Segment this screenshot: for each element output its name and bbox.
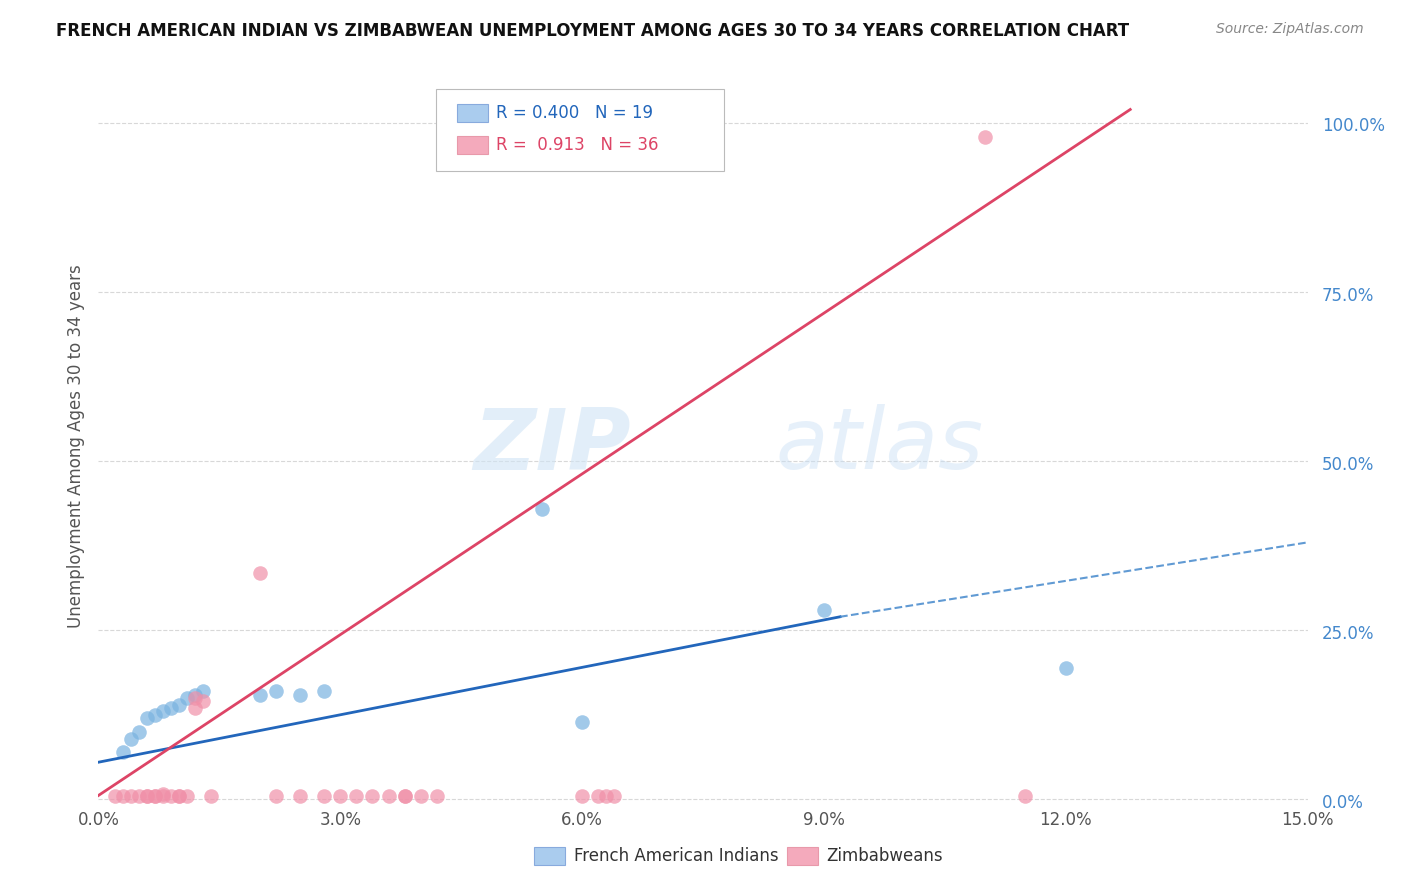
Point	[288, 688, 311, 702]
Point	[426, 789, 449, 803]
Point	[193, 694, 215, 708]
Point	[288, 789, 311, 803]
Point	[264, 789, 287, 803]
Point	[595, 789, 617, 803]
Y-axis label: Unemployment Among Ages 30 to 34 years: Unemployment Among Ages 30 to 34 years	[66, 264, 84, 628]
Point	[143, 789, 166, 803]
Point	[249, 688, 271, 702]
Point	[128, 724, 150, 739]
Point	[135, 711, 157, 725]
Point	[167, 698, 190, 712]
Point	[160, 789, 183, 803]
Point	[314, 789, 336, 803]
Point	[603, 789, 626, 803]
Text: atlas: atlas	[776, 404, 984, 488]
Point	[409, 789, 432, 803]
Point	[249, 566, 271, 580]
Point	[111, 745, 134, 759]
Text: Source: ZipAtlas.com: Source: ZipAtlas.com	[1216, 22, 1364, 37]
Point	[1014, 789, 1036, 803]
Point	[111, 789, 134, 803]
Point	[135, 789, 157, 803]
Text: FRENCH AMERICAN INDIAN VS ZIMBABWEAN UNEMPLOYMENT AMONG AGES 30 TO 34 YEARS CORR: FRENCH AMERICAN INDIAN VS ZIMBABWEAN UNE…	[56, 22, 1129, 40]
Point	[103, 789, 125, 803]
Point	[167, 789, 190, 803]
Point	[184, 690, 207, 705]
Point	[184, 688, 207, 702]
Text: French American Indians: French American Indians	[574, 847, 779, 865]
Point	[120, 789, 142, 803]
Point	[361, 789, 384, 803]
Point	[143, 789, 166, 803]
Point	[176, 690, 198, 705]
Point	[314, 684, 336, 698]
Point	[167, 789, 190, 803]
Text: R =  0.913   N = 36: R = 0.913 N = 36	[496, 136, 659, 154]
Point	[120, 731, 142, 746]
Text: ZIP: ZIP	[472, 404, 630, 488]
Point	[377, 789, 399, 803]
Point	[152, 705, 174, 719]
Text: 0.0%: 0.0%	[1322, 794, 1364, 812]
Point	[143, 707, 166, 722]
Point	[530, 501, 553, 516]
Text: 50.0%: 50.0%	[1322, 456, 1375, 474]
Point	[193, 684, 215, 698]
Point	[1054, 660, 1077, 674]
Point	[571, 714, 593, 729]
Point	[586, 789, 609, 803]
Point	[160, 701, 183, 715]
Point	[135, 789, 157, 803]
Text: 100.0%: 100.0%	[1322, 118, 1385, 136]
Point	[184, 701, 207, 715]
Point	[394, 789, 416, 803]
Point	[200, 789, 222, 803]
Text: Zimbabweans: Zimbabweans	[827, 847, 943, 865]
Point	[152, 789, 174, 803]
Point	[152, 787, 174, 801]
Text: 25.0%: 25.0%	[1322, 624, 1375, 643]
Text: R = 0.400   N = 19: R = 0.400 N = 19	[496, 104, 654, 122]
Point	[329, 789, 352, 803]
Point	[128, 789, 150, 803]
Text: 75.0%: 75.0%	[1322, 286, 1375, 304]
Point	[394, 789, 416, 803]
Point	[176, 789, 198, 803]
Point	[264, 684, 287, 698]
Point	[571, 789, 593, 803]
Point	[813, 603, 835, 617]
Point	[974, 129, 997, 144]
Point	[344, 789, 367, 803]
